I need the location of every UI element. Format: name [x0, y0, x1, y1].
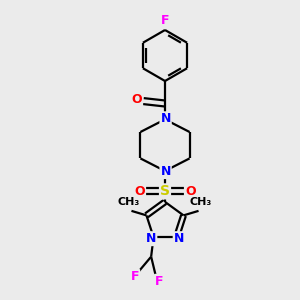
Text: CH₃: CH₃ [190, 197, 212, 208]
Text: N: N [160, 165, 171, 178]
Text: F: F [131, 270, 139, 283]
Text: F: F [155, 275, 164, 288]
Text: O: O [185, 185, 196, 198]
Text: N: N [146, 232, 156, 245]
Text: N: N [174, 232, 184, 245]
Text: N: N [160, 112, 171, 125]
Text: O: O [131, 93, 142, 106]
Text: CH₃: CH₃ [118, 197, 140, 208]
Text: F: F [161, 14, 169, 28]
Text: O: O [134, 185, 145, 198]
Text: S: S [160, 184, 170, 198]
